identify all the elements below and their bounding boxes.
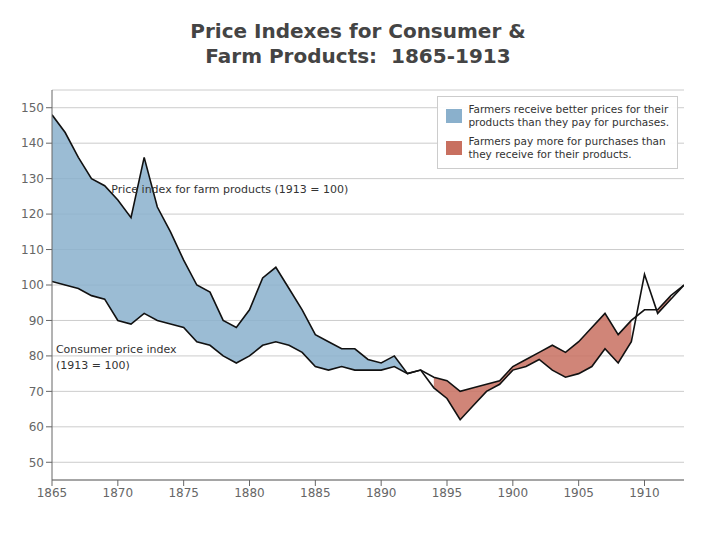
svg-text:(1913 = 100): (1913 = 100) <box>56 359 130 372</box>
html-text:Price Indexes for Consumer & F: Price Indexes for Consumer & Farm Produc… <box>190 19 526 68</box>
svg-text:Consumer price index: Consumer price index <box>56 343 177 356</box>
svg-text:1900: 1900 <box>498 486 529 500</box>
svg-text:120: 120 <box>21 207 44 221</box>
svg-text:90: 90 <box>29 314 44 328</box>
html-text:Farmers pay more for purchases: Farmers pay more for purchases than they… <box>468 135 666 161</box>
svg-text:80: 80 <box>29 349 44 363</box>
svg-text:1880: 1880 <box>234 486 265 500</box>
svg-text:140: 140 <box>21 136 44 150</box>
svg-text:60: 60 <box>29 420 44 434</box>
svg-text:110: 110 <box>21 243 44 257</box>
svg-text:50: 50 <box>29 456 44 470</box>
svg-text:1905: 1905 <box>563 486 594 500</box>
svg-text:1870: 1870 <box>103 486 134 500</box>
svg-text:130: 130 <box>21 172 44 186</box>
html-text:Farmers receive better prices: Farmers receive better prices for their … <box>468 103 669 129</box>
svg-text:1895: 1895 <box>432 486 463 500</box>
svg-text:Price index for farm products: Price index for farm products (1913 = 10… <box>111 183 348 196</box>
svg-text:1910: 1910 <box>629 486 660 500</box>
svg-text:1865: 1865 <box>37 486 68 500</box>
svg-text:1885: 1885 <box>300 486 331 500</box>
svg-text:100: 100 <box>21 278 44 292</box>
svg-text:150: 150 <box>21 101 44 115</box>
svg-text:70: 70 <box>29 385 44 399</box>
svg-text:1875: 1875 <box>168 486 199 500</box>
svg-text:1890: 1890 <box>366 486 397 500</box>
